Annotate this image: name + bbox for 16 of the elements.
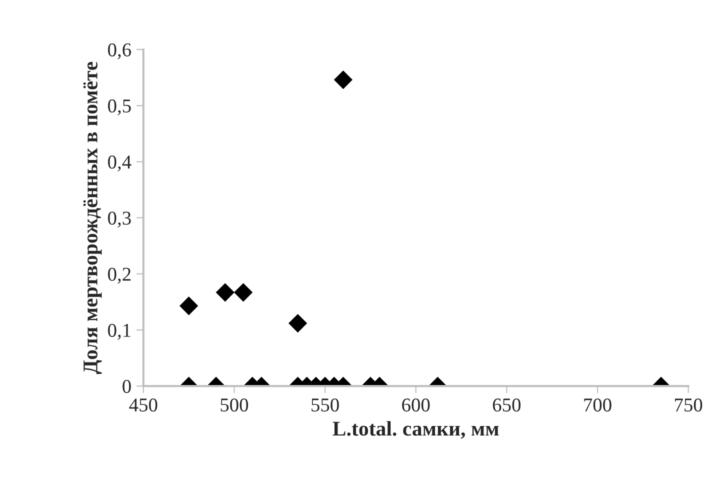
y-tick-label: 0,4: [108, 156, 132, 172]
x-tick-label: 650: [492, 398, 521, 412]
x-tick-label: 450: [129, 398, 158, 412]
x-tick-label: 550: [312, 398, 339, 412]
y-tick-label: 0,3: [108, 212, 131, 228]
y-tick-label: 0,5: [108, 99, 131, 116]
y-tick-label: 0,1: [108, 324, 130, 340]
x-tick-label: 750: [675, 398, 702, 412]
x-axis-title: L.total. самки, мм: [332, 421, 499, 439]
y-tick-label: 0,6: [108, 43, 132, 60]
y-tick-label: 0,2: [108, 268, 131, 284]
x-tick-label: 500: [220, 398, 248, 412]
y-axis-title: Доля мертворождённых в помёте: [83, 62, 102, 374]
x-tick-label: 600: [402, 398, 430, 412]
y-tick-label: 0: [122, 380, 131, 394]
x-tick-label: 700: [584, 398, 612, 412]
